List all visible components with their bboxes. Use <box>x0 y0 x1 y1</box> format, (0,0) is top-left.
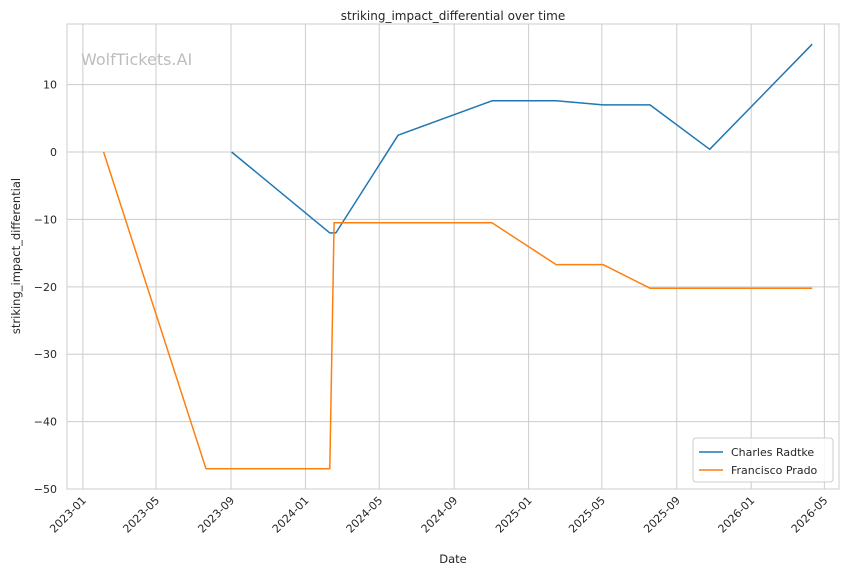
grid <box>67 24 839 489</box>
legend: Charles Radtke Francisco Prado <box>692 437 834 483</box>
series-line-2 <box>102 151 813 470</box>
x-tick-label: 2024-05 <box>344 494 386 536</box>
chart-title: striking_impact_differential over time <box>341 9 566 23</box>
plot-area <box>66 23 840 490</box>
y-tick-label: −40 <box>34 416 57 429</box>
y-tick-label: −50 <box>34 483 57 496</box>
y-tick-label: 10 <box>43 79 57 92</box>
x-tick-label: 2024-09 <box>419 494 461 536</box>
legend-label: Francisco Prado <box>731 464 818 477</box>
x-tick-label: 2024-01 <box>270 494 312 536</box>
x-tick-label: 2023-05 <box>120 494 162 536</box>
x-tick-label: 2023-01 <box>47 494 89 536</box>
x-tick-label: 2025-09 <box>641 494 683 536</box>
watermark: WolfTickets.AI <box>81 50 192 69</box>
x-tick-label: 2023-09 <box>195 494 237 536</box>
x-tick-labels: 2023-01 2023-05 2023-09 2024-01 2024-05 2024-… <box>47 494 830 536</box>
x-tick-label: 2026-05 <box>789 494 831 536</box>
x-axis-label: Date <box>439 552 467 566</box>
x-tick-label: 2025-05 <box>566 494 608 536</box>
x-tick-label: 2026-01 <box>716 494 758 536</box>
y-tick-labels: −50 −40 −30 −20 −10 0 10 <box>34 79 57 496</box>
y-tick-label: 0 <box>50 146 57 159</box>
y-tick-label: −20 <box>34 281 57 294</box>
y-tick-label: −30 <box>34 348 57 361</box>
y-axis-label: striking_impact_differential <box>9 178 23 334</box>
y-tick-label: −10 <box>34 213 57 226</box>
legend-box <box>692 437 834 483</box>
series-line-1 <box>231 43 813 234</box>
legend-label: Charles Radtke <box>731 446 814 459</box>
x-tick-label: 2025-01 <box>493 494 535 536</box>
series-lines <box>102 43 813 470</box>
